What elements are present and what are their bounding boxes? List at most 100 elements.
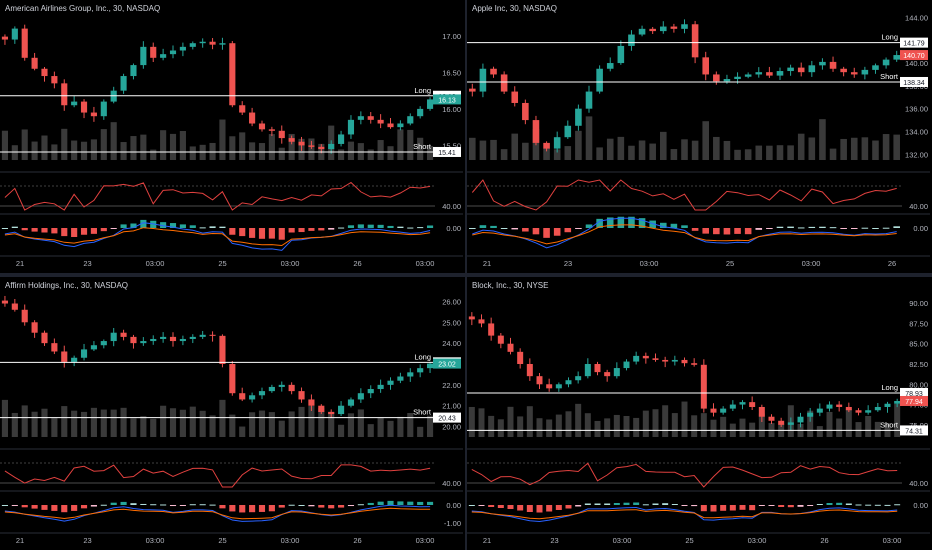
candle[interactable]: [671, 359, 678, 362]
rsi-line[interactable]: [4, 181, 431, 211]
candle[interactable]: [469, 88, 476, 92]
candle[interactable]: [130, 336, 137, 344]
candle[interactable]: [268, 386, 275, 392]
candle[interactable]: [734, 76, 741, 80]
candle[interactable]: [41, 68, 48, 77]
candle[interactable]: [140, 341, 147, 344]
candle[interactable]: [546, 384, 553, 389]
candle[interactable]: [387, 380, 394, 385]
candle[interactable]: [31, 322, 38, 333]
candle[interactable]: [642, 355, 649, 359]
candle[interactable]: [189, 43, 196, 47]
chart-pane-sq[interactable]: 90.0087.5085.0082.5080.0077.5075.00Long7…: [467, 277, 930, 549]
candle[interactable]: [778, 420, 785, 425]
candle[interactable]: [239, 105, 246, 113]
candle[interactable]: [638, 28, 646, 35]
candle[interactable]: [160, 336, 167, 339]
pane-divider-horizontal[interactable]: [0, 273, 932, 277]
candle[interactable]: [594, 364, 601, 373]
chart-pane-afrm[interactable]: 26.0025.0024.0023.0022.0021.0020.00Long2…: [0, 277, 463, 549]
candle[interactable]: [179, 46, 186, 51]
candle[interactable]: [100, 341, 107, 346]
candle[interactable]: [160, 54, 167, 58]
candle[interactable]: [894, 400, 901, 404]
candle[interactable]: [744, 74, 752, 77]
candle[interactable]: [532, 120, 540, 143]
candle[interactable]: [488, 323, 495, 336]
candle[interactable]: [298, 391, 305, 400]
signal-line[interactable]: [471, 509, 898, 520]
candle[interactable]: [662, 359, 669, 362]
candle[interactable]: [80, 101, 88, 113]
candle[interactable]: [288, 138, 295, 142]
candle[interactable]: [367, 389, 374, 394]
candle[interactable]: [543, 142, 550, 149]
candle[interactable]: [298, 141, 305, 146]
candle[interactable]: [819, 61, 826, 66]
candle[interactable]: [884, 403, 891, 407]
candle[interactable]: [872, 65, 879, 70]
candle[interactable]: [71, 101, 78, 106]
candle[interactable]: [140, 46, 147, 66]
candle[interactable]: [723, 79, 731, 82]
candle[interactable]: [80, 349, 88, 358]
candle[interactable]: [21, 309, 28, 323]
candle[interactable]: [90, 112, 97, 117]
candle[interactable]: [755, 72, 763, 75]
candle[interactable]: [691, 363, 698, 365]
candle[interactable]: [522, 102, 529, 121]
candle[interactable]: [633, 355, 640, 362]
candle[interactable]: [758, 406, 765, 417]
candle[interactable]: [490, 68, 497, 75]
macd-line[interactable]: [472, 217, 897, 249]
chart-canvas[interactable]: 17.0016.5016.0015.50Long16.18Short15.411…: [0, 0, 463, 272]
candle[interactable]: [258, 123, 266, 130]
candle[interactable]: [882, 59, 890, 66]
candle[interactable]: [691, 24, 699, 58]
candle[interactable]: [417, 108, 424, 117]
candle[interactable]: [249, 112, 256, 124]
candle[interactable]: [768, 416, 775, 421]
candle[interactable]: [526, 364, 533, 377]
candle[interactable]: [596, 68, 603, 92]
candle[interactable]: [1, 300, 9, 304]
candle[interactable]: [387, 123, 394, 128]
macd-line[interactable]: [4, 222, 431, 251]
candle[interactable]: [861, 69, 869, 75]
candle[interactable]: [209, 334, 216, 336]
candle[interactable]: [787, 67, 794, 72]
signal-line[interactable]: [472, 224, 897, 245]
candle[interactable]: [150, 46, 157, 58]
candle[interactable]: [555, 384, 562, 389]
macd-line[interactable]: [471, 506, 898, 523]
candle[interactable]: [219, 335, 226, 364]
candle[interactable]: [749, 402, 756, 407]
candle[interactable]: [478, 319, 485, 324]
candle[interactable]: [367, 116, 374, 120]
candle[interactable]: [338, 134, 345, 144]
candle[interactable]: [766, 72, 773, 76]
chart-canvas[interactable]: 144.00142.00140.00138.00136.00134.00132.…: [467, 0, 930, 272]
candle[interactable]: [702, 57, 710, 75]
candle[interactable]: [720, 408, 727, 413]
candle[interactable]: [468, 316, 475, 320]
candle[interactable]: [328, 411, 335, 415]
candle[interactable]: [308, 145, 315, 147]
candle[interactable]: [61, 83, 68, 106]
candle[interactable]: [649, 28, 656, 32]
candle[interactable]: [575, 376, 582, 381]
candle[interactable]: [564, 125, 572, 138]
rsi-line[interactable]: [471, 179, 897, 211]
candle[interactable]: [100, 101, 107, 117]
candle[interactable]: [169, 336, 177, 342]
candle[interactable]: [179, 338, 186, 342]
candle[interactable]: [613, 368, 620, 377]
candle[interactable]: [229, 43, 236, 106]
candle[interactable]: [855, 410, 862, 413]
candle[interactable]: [71, 357, 78, 362]
candle[interactable]: [258, 391, 266, 396]
candle[interactable]: [606, 63, 614, 69]
candle[interactable]: [628, 34, 635, 46]
candle[interactable]: [278, 384, 285, 387]
candle[interactable]: [585, 91, 593, 109]
